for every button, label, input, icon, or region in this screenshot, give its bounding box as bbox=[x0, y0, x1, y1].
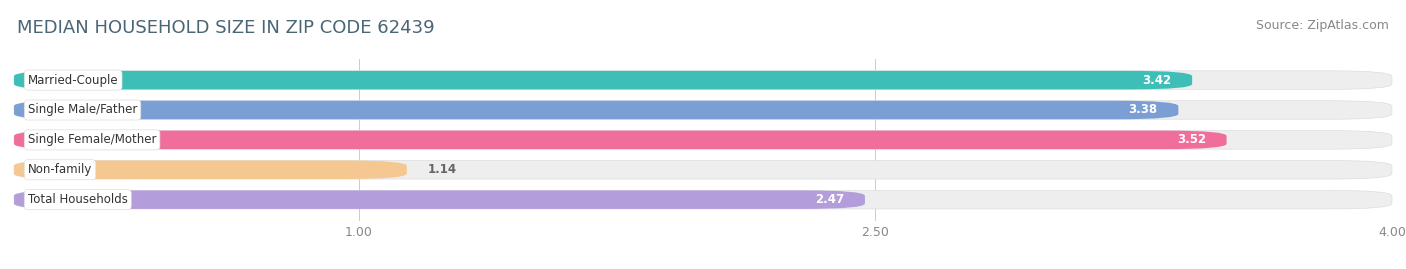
Text: MEDIAN HOUSEHOLD SIZE IN ZIP CODE 62439: MEDIAN HOUSEHOLD SIZE IN ZIP CODE 62439 bbox=[17, 19, 434, 37]
Text: 2.47: 2.47 bbox=[815, 193, 844, 206]
Text: Total Households: Total Households bbox=[28, 193, 128, 206]
FancyBboxPatch shape bbox=[14, 101, 1178, 119]
FancyBboxPatch shape bbox=[14, 101, 1392, 119]
Text: Source: ZipAtlas.com: Source: ZipAtlas.com bbox=[1256, 19, 1389, 32]
Text: 3.52: 3.52 bbox=[1177, 133, 1206, 146]
FancyBboxPatch shape bbox=[14, 190, 865, 209]
Text: 1.14: 1.14 bbox=[427, 163, 457, 176]
FancyBboxPatch shape bbox=[14, 71, 1192, 89]
FancyBboxPatch shape bbox=[14, 161, 406, 179]
Text: Married-Couple: Married-Couple bbox=[28, 74, 118, 87]
FancyBboxPatch shape bbox=[14, 190, 1392, 209]
Text: 3.42: 3.42 bbox=[1142, 74, 1171, 87]
FancyBboxPatch shape bbox=[14, 131, 1226, 149]
Text: 3.38: 3.38 bbox=[1129, 104, 1157, 116]
FancyBboxPatch shape bbox=[14, 131, 1392, 149]
FancyBboxPatch shape bbox=[14, 71, 1392, 89]
FancyBboxPatch shape bbox=[14, 161, 1392, 179]
Text: Non-family: Non-family bbox=[28, 163, 93, 176]
Text: Single Female/Mother: Single Female/Mother bbox=[28, 133, 156, 146]
Text: Single Male/Father: Single Male/Father bbox=[28, 104, 138, 116]
